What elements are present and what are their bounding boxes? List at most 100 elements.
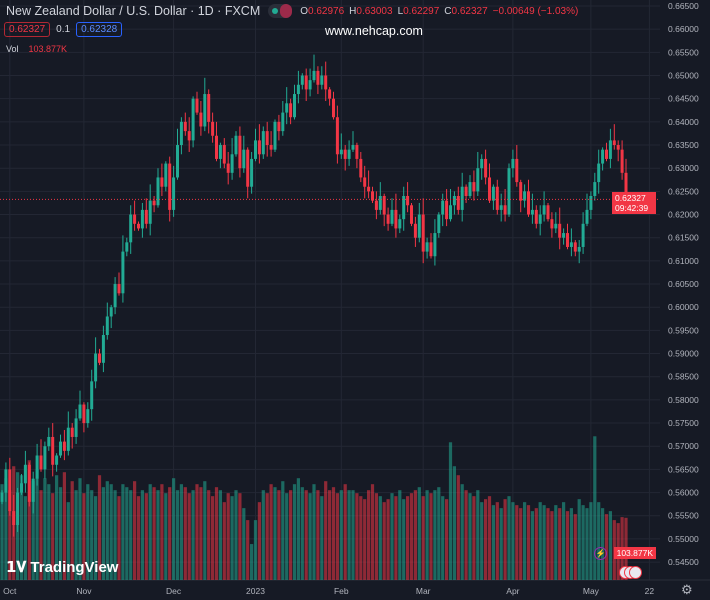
candle-body — [452, 195, 456, 206]
volume-value: 103.877K — [28, 44, 68, 54]
volume-bar — [351, 490, 355, 580]
y-tick-label: 0.58500 — [668, 372, 699, 382]
candle-body — [433, 233, 437, 257]
volume-bar — [191, 490, 195, 580]
sell-button[interactable]: 0.62327 — [4, 22, 51, 37]
candle-body — [246, 149, 250, 187]
volume-bar — [203, 481, 207, 580]
volume-label: Vol — [6, 44, 19, 54]
candle-body — [359, 158, 363, 178]
candle-body — [480, 158, 484, 169]
y-tick-label: 0.57500 — [668, 418, 699, 428]
x-tick-label: 2023 — [246, 586, 265, 596]
candle-body — [476, 168, 480, 192]
candle-body — [558, 223, 562, 238]
volume-bar — [285, 493, 289, 580]
candle-body — [534, 209, 538, 224]
volume-bar — [554, 505, 558, 580]
gear-icon[interactable]: ⚙ — [681, 582, 693, 597]
candle-body — [152, 200, 156, 206]
candle-body — [456, 195, 460, 210]
buy-button[interactable]: 0.62328 — [76, 22, 123, 37]
candle-body — [125, 242, 129, 252]
candle-body — [296, 84, 300, 95]
candle-body — [218, 145, 222, 159]
candle-body — [78, 404, 82, 419]
volume-bar — [515, 505, 519, 580]
candle-body — [620, 149, 624, 173]
candle-body — [300, 75, 304, 85]
economic-events-icon[interactable] — [619, 566, 642, 579]
volume-bar — [499, 508, 503, 580]
candle-body — [468, 182, 472, 196]
candle-body — [612, 140, 616, 146]
x-tick-label: May — [583, 586, 600, 596]
volume-bar — [277, 490, 281, 580]
volume-bar — [94, 496, 98, 580]
volume-bar — [97, 475, 102, 580]
volume-bar — [246, 520, 250, 580]
tradingview-logo[interactable]: 𝟭𝐕 TradingView — [6, 558, 119, 577]
candle-body — [20, 483, 23, 493]
volume-bar — [503, 499, 507, 580]
volume-bar — [538, 502, 542, 580]
y-tick-label: 0.65000 — [668, 71, 699, 81]
volume-bar — [23, 496, 27, 580]
candle-body — [113, 284, 117, 308]
y-tick-label: 0.63500 — [668, 140, 699, 150]
candle-body — [402, 195, 406, 220]
candle-body — [581, 223, 585, 247]
candle-body — [488, 177, 491, 201]
candle-body — [527, 191, 530, 215]
candle-body — [484, 158, 488, 178]
y-tick-label: 0.55000 — [668, 534, 699, 544]
volume-bar — [300, 487, 304, 580]
candle-body — [281, 112, 285, 132]
volume-bar — [456, 475, 460, 580]
lightning-icon[interactable]: ⚡ — [594, 547, 607, 560]
candle-body — [16, 492, 20, 526]
volume-bar — [382, 502, 386, 580]
volume-bar — [207, 490, 211, 580]
candle-body — [367, 186, 371, 192]
candle-body — [324, 75, 328, 90]
symbol-title[interactable]: New Zealand Dollar / U.S. Dollar · 1D · … — [6, 4, 261, 18]
candle-body — [261, 131, 265, 155]
candle-body — [398, 219, 402, 229]
volume-bar — [367, 490, 371, 580]
candle-body — [164, 163, 168, 187]
candle-body — [101, 335, 105, 363]
candle-body — [222, 145, 226, 164]
candle-body — [597, 163, 601, 183]
y-tick-label: 0.64000 — [668, 117, 699, 127]
volume-legend[interactable]: Vol 103.877K — [6, 44, 67, 54]
volume-bar — [105, 481, 109, 580]
volume-bar — [343, 484, 347, 580]
volume-bar — [487, 496, 492, 580]
candle-body — [43, 446, 47, 470]
volume-bar — [222, 502, 226, 580]
volume-bar — [597, 502, 601, 580]
volume-bar — [452, 466, 456, 580]
market-status-toggle[interactable] — [268, 4, 293, 18]
candle-body — [86, 409, 90, 424]
y-tick-label: 0.57000 — [668, 441, 699, 451]
x-tick-label: Mar — [416, 586, 431, 596]
candle-body — [605, 149, 608, 159]
watermark: www.nehcap.com — [325, 24, 423, 38]
volume-bar — [519, 508, 523, 580]
volume-bar — [136, 496, 141, 580]
candle-body — [156, 177, 160, 206]
chart-legend: New Zealand Dollar / U.S. Dollar · 1D · … — [6, 4, 583, 18]
volume-bar — [374, 493, 378, 580]
volume-bar — [129, 490, 133, 580]
candle-body — [121, 251, 125, 294]
candle-body — [4, 469, 8, 493]
visibility-icon[interactable] — [280, 4, 293, 18]
candle-body — [160, 177, 164, 187]
volume-bar — [273, 487, 277, 580]
volume-bar — [558, 508, 562, 580]
y-tick-label: 0.59000 — [668, 349, 699, 359]
y-tick-label: 0.64500 — [668, 94, 699, 104]
